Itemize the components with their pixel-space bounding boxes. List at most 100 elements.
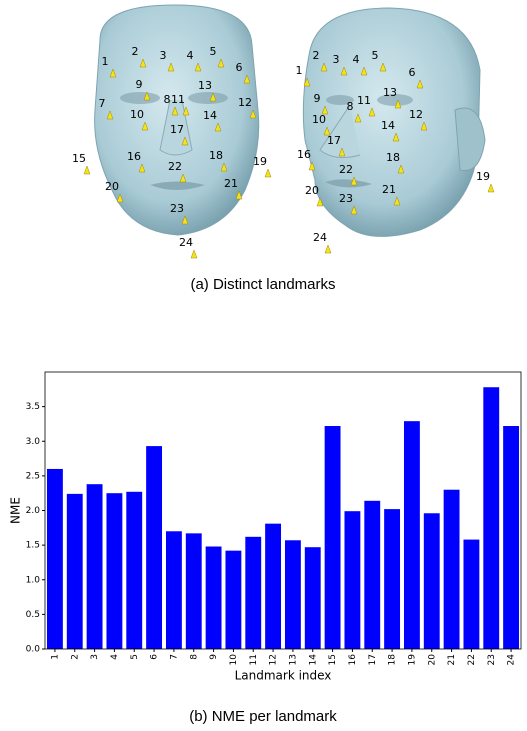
x-tick-label: 16 xyxy=(348,654,358,666)
x-tick-label: 6 xyxy=(150,654,160,660)
x-tick-label: 4 xyxy=(110,654,120,660)
landmark-label: 9 xyxy=(314,92,321,105)
landmark-label: 16 xyxy=(297,148,311,161)
landmark-label: 21 xyxy=(382,183,396,196)
bar xyxy=(444,490,460,649)
landmark-label: 6 xyxy=(409,66,416,79)
figure: 1234567891011121314151617181920212223241… xyxy=(0,0,527,731)
y-tick-label: 2.5 xyxy=(26,471,40,481)
x-tick-label: 3 xyxy=(90,654,100,660)
bar xyxy=(245,537,261,649)
landmark-label: 16 xyxy=(127,150,141,163)
bar xyxy=(463,540,479,649)
landmark-label: 10 xyxy=(312,113,326,126)
landmark-marker xyxy=(265,169,271,177)
landmark-label: 13 xyxy=(198,79,212,92)
x-tick-label: 7 xyxy=(169,654,179,660)
landmark-label: 1 xyxy=(102,55,109,68)
landmark-label: 7 xyxy=(99,97,106,110)
landmark-label: 4 xyxy=(187,49,194,62)
landmark-label: 4 xyxy=(353,53,360,66)
landmark-label: 19 xyxy=(476,170,490,183)
x-tick-label: 23 xyxy=(487,654,497,665)
bar xyxy=(364,501,380,649)
y-tick-label: 3.0 xyxy=(26,437,41,447)
x-axis-label: Landmark index xyxy=(235,669,332,683)
landmark-label: 20 xyxy=(305,184,319,197)
landmark-label: 24 xyxy=(313,231,327,244)
bar xyxy=(404,421,420,649)
x-tick-label: 17 xyxy=(368,654,378,665)
bar xyxy=(206,547,222,649)
x-tick-label: 12 xyxy=(269,654,279,665)
bar xyxy=(325,426,341,649)
bar xyxy=(424,513,440,649)
landmark-marker xyxy=(488,184,494,192)
landmark-label: 22 xyxy=(168,160,182,173)
landmark-label: 18 xyxy=(209,149,223,162)
landmark-label: 15 xyxy=(72,152,86,165)
x-tick-label: 5 xyxy=(130,654,140,660)
landmark-label: 2 xyxy=(313,49,320,62)
y-axis-label: NME xyxy=(9,497,23,524)
landmark-label: 23 xyxy=(339,192,353,205)
bar xyxy=(166,531,182,649)
bar xyxy=(285,540,301,649)
page: 1234567891011121314151617181920212223241… xyxy=(0,0,527,731)
landmark-label: 14 xyxy=(381,119,395,132)
bar xyxy=(305,547,321,649)
bar xyxy=(106,493,122,649)
x-tick-label: 22 xyxy=(467,654,477,665)
bar xyxy=(503,426,519,649)
y-tick-label: 1.5 xyxy=(26,541,40,551)
x-tick-label: 19 xyxy=(407,654,417,666)
landmark-label: 11 xyxy=(357,94,371,107)
x-tick-label: 20 xyxy=(427,654,437,666)
landmark-label: 11 xyxy=(171,93,185,106)
landmark-label: 5 xyxy=(210,45,217,58)
x-tick-label: 15 xyxy=(328,654,338,665)
landmark-marker xyxy=(191,250,197,258)
landmark-marker xyxy=(84,166,90,174)
landmark-label: 24 xyxy=(179,236,193,249)
landmark-label: 13 xyxy=(383,86,397,99)
x-tick-label: 21 xyxy=(447,654,457,665)
x-tick-label: 8 xyxy=(189,654,199,660)
x-tick-label: 1 xyxy=(50,654,60,660)
bar xyxy=(344,511,360,649)
landmark-label: 17 xyxy=(327,134,341,147)
landmark-label: 14 xyxy=(203,109,217,122)
landmark-label: 5 xyxy=(372,49,379,62)
landmark-label: 19 xyxy=(253,155,267,168)
landmark-label: 8 xyxy=(347,100,354,113)
landmark-label: 6 xyxy=(236,61,243,74)
bar xyxy=(87,484,103,649)
y-tick-label: 1.0 xyxy=(26,575,41,585)
y-tick-label: 3.5 xyxy=(26,402,40,412)
landmark-label: 9 xyxy=(136,78,143,91)
landmark-label: 23 xyxy=(170,202,184,215)
landmark-marker xyxy=(325,245,331,253)
caption-b: (b) NME per landmark xyxy=(189,708,337,725)
bar xyxy=(384,509,400,649)
y-tick-label: 2.0 xyxy=(26,506,41,516)
landmark-label: 12 xyxy=(238,96,252,109)
landmark-label: 20 xyxy=(105,180,119,193)
bar-chart: 1234567891011121314151617181920212223240… xyxy=(9,372,522,683)
bar xyxy=(265,524,281,649)
x-tick-label: 2 xyxy=(70,654,80,660)
landmark-label: 2 xyxy=(132,45,139,58)
landmark-label: 21 xyxy=(224,177,238,190)
bar xyxy=(483,387,499,649)
caption-a: (a) Distinct landmarks xyxy=(190,276,335,293)
bar xyxy=(67,494,83,649)
landmark-label: 3 xyxy=(333,53,340,66)
landmark-label: 12 xyxy=(409,108,423,121)
bar xyxy=(225,551,241,649)
landmark-label: 8 xyxy=(164,93,171,106)
x-tick-label: 10 xyxy=(229,654,239,666)
landmark-label: 17 xyxy=(170,123,184,136)
bar xyxy=(47,469,63,649)
x-tick-label: 13 xyxy=(288,654,298,665)
bar xyxy=(186,533,202,649)
